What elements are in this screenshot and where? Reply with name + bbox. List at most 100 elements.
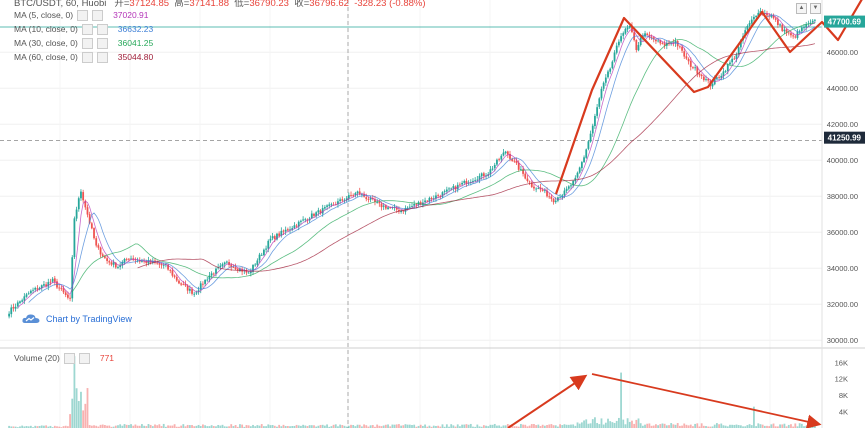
volume-bar bbox=[681, 425, 683, 428]
volume-bar bbox=[402, 425, 405, 428]
volume-bar bbox=[34, 425, 37, 428]
volume-bar bbox=[552, 425, 555, 428]
candle-body bbox=[191, 289, 193, 294]
candle-body bbox=[513, 160, 516, 162]
candle-body bbox=[785, 29, 788, 33]
ma30-legend[interactable]: MA (30, close, 0) 36041.25 bbox=[14, 36, 153, 50]
ma60-legend[interactable]: MA (60, close, 0) 35044.80 bbox=[14, 50, 153, 64]
candle-body bbox=[792, 35, 795, 37]
candle-body bbox=[145, 260, 148, 264]
volume-bar bbox=[280, 426, 283, 428]
volume-bar bbox=[347, 425, 350, 428]
volume-bar bbox=[683, 423, 686, 428]
candle-body bbox=[114, 262, 117, 268]
tradingview-attribution[interactable]: Chart by TradingView bbox=[22, 313, 132, 324]
close-icon[interactable] bbox=[96, 51, 108, 63]
candle-body bbox=[413, 203, 416, 206]
symbol-line[interactable]: BTC/USDT, 60, Huobi bbox=[14, 0, 107, 9]
candle-body bbox=[735, 54, 738, 59]
close-label: 收= bbox=[294, 0, 310, 9]
volume-bar bbox=[641, 425, 644, 428]
close-icon[interactable] bbox=[92, 9, 104, 21]
candle-body bbox=[60, 287, 63, 289]
volume-bar bbox=[790, 424, 792, 428]
candle-body bbox=[533, 186, 535, 189]
candle-body bbox=[600, 88, 603, 99]
volume-bar bbox=[404, 424, 407, 428]
volume-bar bbox=[661, 423, 664, 428]
volume-bar bbox=[480, 426, 483, 428]
volume-bar bbox=[306, 426, 309, 428]
candle-body bbox=[265, 248, 267, 250]
candle-body bbox=[694, 67, 697, 69]
volume-bar bbox=[228, 426, 230, 428]
volume-bar bbox=[461, 424, 463, 428]
volume-bar bbox=[574, 425, 577, 428]
eye-icon[interactable] bbox=[81, 51, 93, 63]
candle-body bbox=[199, 283, 202, 290]
close-icon[interactable] bbox=[96, 23, 108, 35]
volume-bar bbox=[613, 422, 616, 428]
volume-bar bbox=[241, 424, 244, 428]
close-icon[interactable] bbox=[78, 352, 90, 364]
volume-bar bbox=[361, 426, 363, 428]
candle-body bbox=[160, 264, 163, 266]
volume-bar bbox=[707, 426, 710, 428]
candle-body bbox=[794, 36, 797, 38]
candle-body bbox=[49, 281, 52, 283]
volume-bar bbox=[615, 420, 618, 428]
volume-bar bbox=[748, 424, 751, 428]
candle-body bbox=[193, 293, 196, 295]
volume-bar bbox=[21, 425, 24, 428]
volume-bar bbox=[417, 425, 420, 428]
high-value: 37141.88 bbox=[189, 0, 229, 9]
candle-body bbox=[565, 188, 568, 191]
volume-bar bbox=[186, 424, 189, 428]
volume-bar bbox=[485, 425, 487, 428]
close-icon[interactable] bbox=[96, 37, 108, 49]
volume-bar bbox=[143, 425, 146, 428]
ma10-legend[interactable]: MA (10, close, 0) 36632.23 bbox=[14, 22, 153, 36]
volume-bar bbox=[761, 424, 764, 428]
candle-body bbox=[474, 180, 477, 181]
candle-body bbox=[117, 267, 119, 268]
volume-bar bbox=[315, 426, 318, 428]
eye-icon[interactable] bbox=[63, 352, 75, 364]
scroll-down-icon[interactable]: ▼ bbox=[810, 3, 821, 14]
candle-body bbox=[310, 213, 313, 219]
candle-body bbox=[781, 24, 784, 31]
candle-body bbox=[112, 262, 115, 265]
candle-body bbox=[696, 67, 699, 74]
candle-body bbox=[88, 214, 91, 224]
candle-body bbox=[319, 210, 322, 214]
volume-bar bbox=[352, 425, 355, 428]
volume-bar bbox=[432, 425, 435, 428]
volume-bar bbox=[313, 425, 315, 428]
candle-body bbox=[188, 288, 191, 291]
candle-body bbox=[506, 151, 509, 155]
ma-line-5 bbox=[17, 12, 816, 309]
candle-body bbox=[426, 200, 429, 202]
candle-body bbox=[563, 190, 566, 196]
candle-body bbox=[541, 189, 544, 191]
candle-body bbox=[548, 196, 551, 198]
ma5-legend[interactable]: MA (5, close, 0) 37020.91 bbox=[14, 8, 149, 22]
volume-bar bbox=[533, 424, 535, 428]
candle-body bbox=[567, 186, 570, 189]
volume-bar bbox=[676, 423, 679, 428]
volume-bar bbox=[785, 426, 788, 428]
candle-body bbox=[337, 201, 339, 205]
eye-icon[interactable] bbox=[81, 23, 93, 35]
scroll-up-icon[interactable]: ▲ bbox=[796, 3, 807, 14]
volume-bar bbox=[289, 426, 291, 428]
volume-bar bbox=[628, 421, 631, 428]
volume-legend[interactable]: Volume (20) 771 bbox=[14, 351, 114, 365]
eye-icon[interactable] bbox=[77, 9, 89, 21]
volume-bar bbox=[112, 426, 115, 428]
candle-body bbox=[210, 273, 213, 276]
volume-bars bbox=[8, 356, 816, 428]
eye-icon[interactable] bbox=[81, 37, 93, 49]
volume-bar bbox=[343, 425, 346, 428]
candle-body bbox=[347, 195, 350, 199]
